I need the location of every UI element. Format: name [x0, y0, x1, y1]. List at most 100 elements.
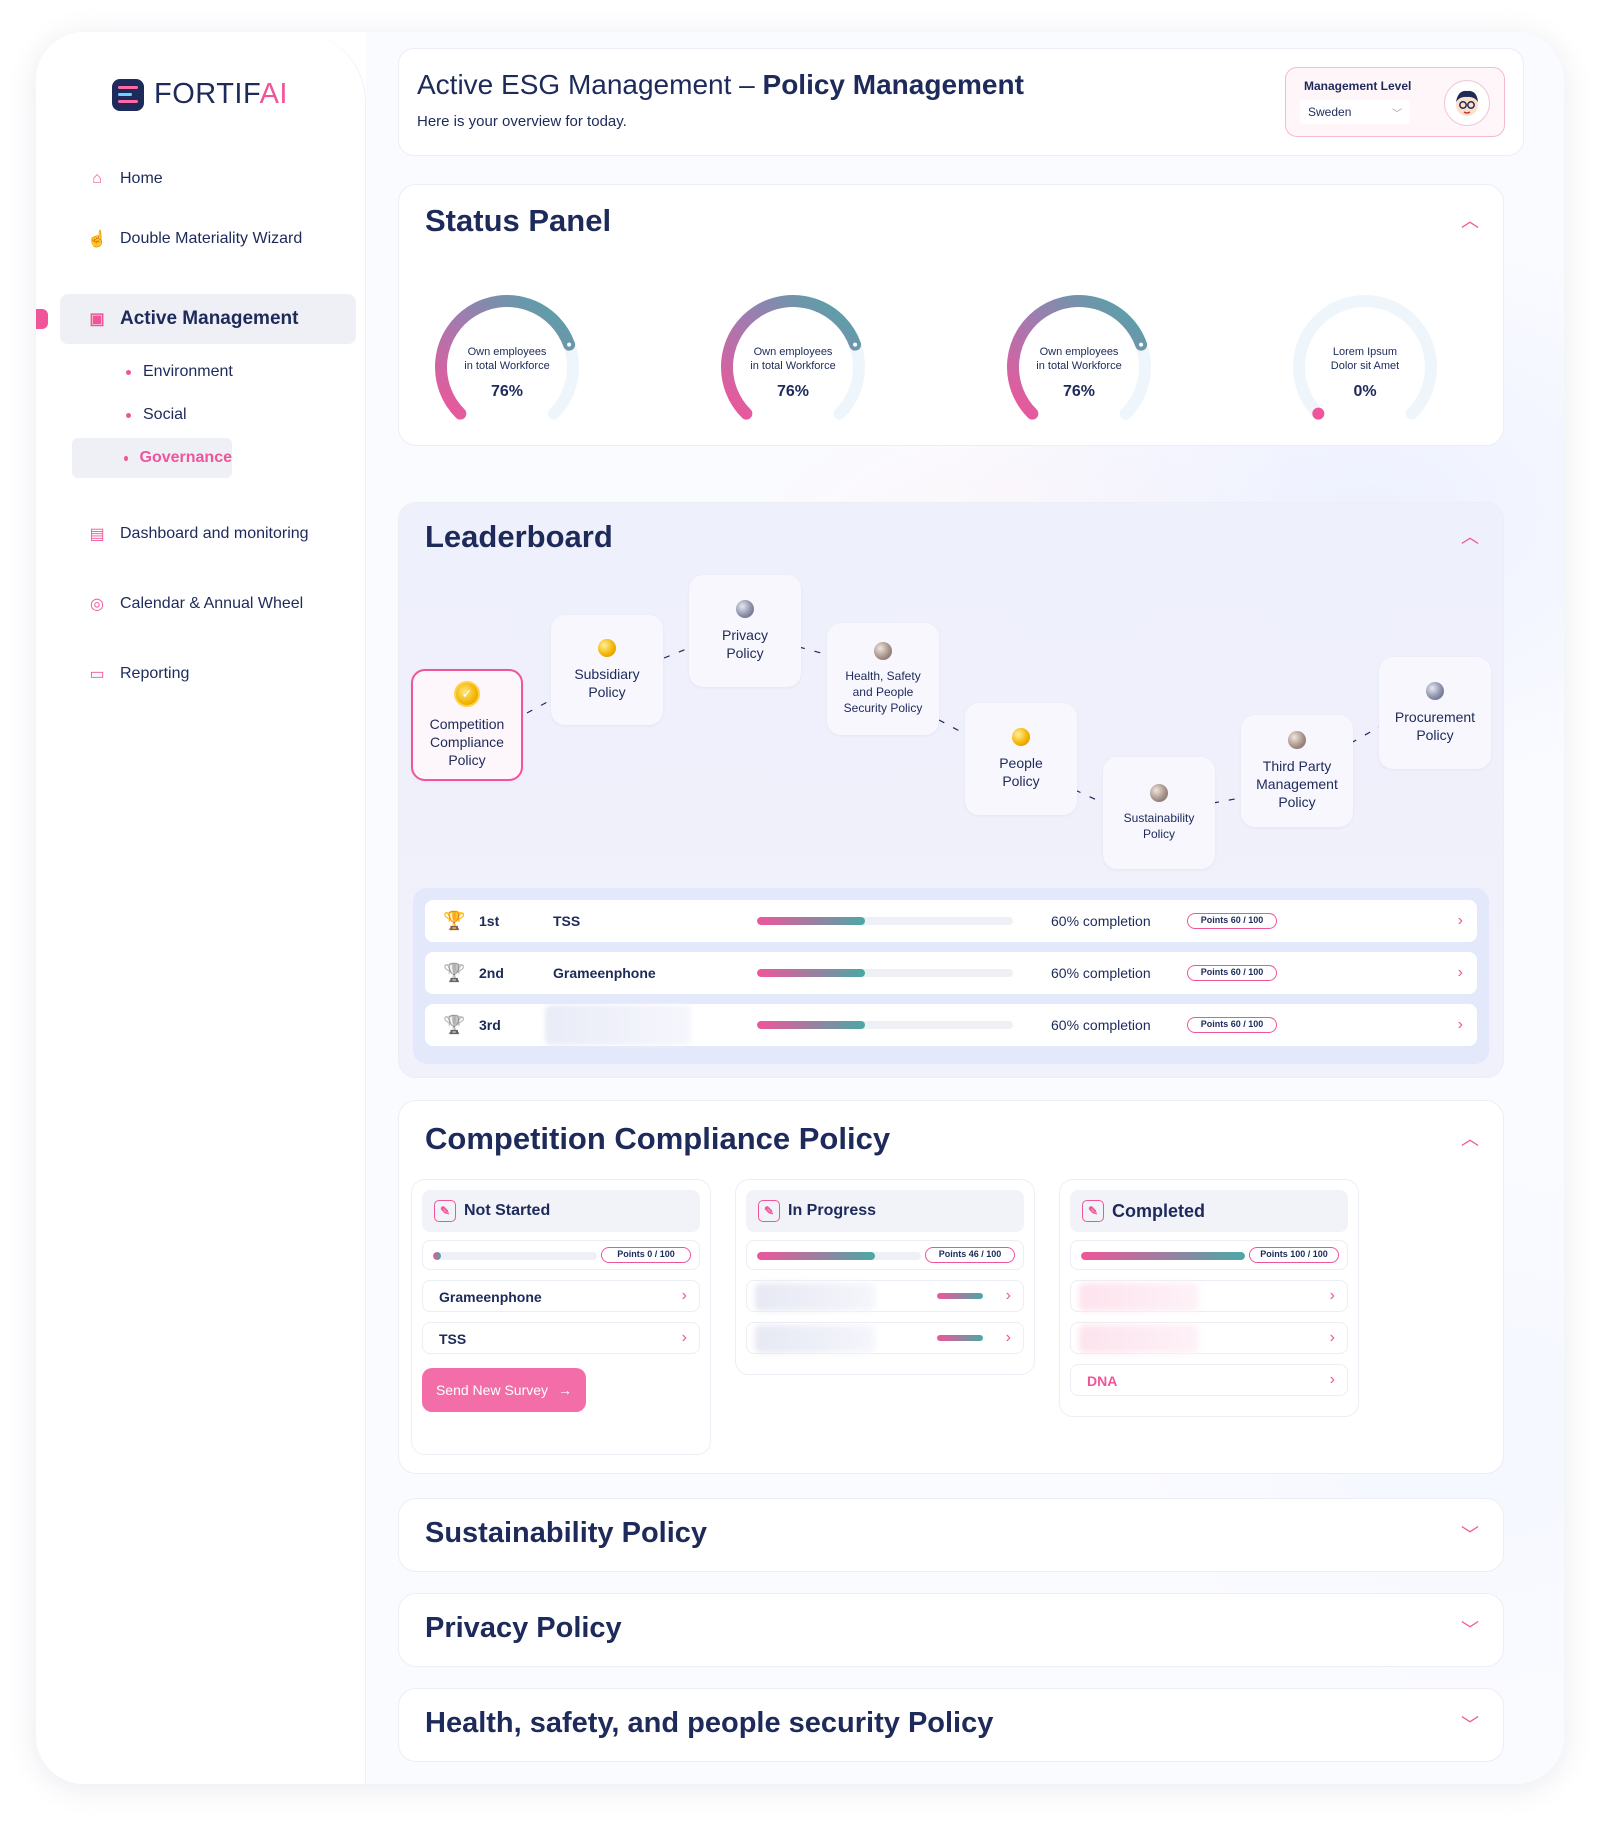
sidebar-item-double-materiality-wizard[interactable]: ☝ Double Materiality Wizard: [60, 214, 356, 264]
column-progress: Points 46 / 100: [746, 1240, 1024, 1270]
sidebar-item-label: Home: [120, 170, 163, 187]
gold-trophy-icon: 🏆: [443, 910, 466, 931]
leaderboard-node-subsidiary[interactable]: Subsidiary Policy: [551, 615, 663, 725]
chevron-down-icon[interactable]: ﹀: [1461, 1715, 1479, 1735]
edit-document-icon: ✎: [434, 1200, 456, 1222]
gauge-end-dot: [1139, 342, 1144, 347]
section-title: Privacy Policy: [425, 1612, 622, 1644]
gauge-end-dot: [853, 342, 858, 347]
bronze-ball-icon: [874, 642, 892, 660]
gold-ball-icon: [1012, 728, 1030, 746]
redacted-name: [1079, 1283, 1199, 1311]
leaderboard-row[interactable]: 🏆 3rd 60% completion Points 60 / 100 ›: [425, 1004, 1477, 1046]
list-item[interactable]: ›: [1070, 1280, 1348, 1312]
section-title: Sustainability Policy: [425, 1517, 708, 1549]
gauge: Lorem Ipsum Dolor sit Amet 0%: [1275, 277, 1455, 457]
progress-bar-fill: [1081, 1252, 1245, 1260]
gauge-ring: [721, 295, 865, 420]
gold-medal-icon: ✓: [454, 681, 480, 707]
chevron-up-icon[interactable]: ︿: [1461, 1129, 1479, 1149]
chevron-up-icon[interactable]: ︿: [1461, 527, 1479, 547]
gauge-value: 76%: [776, 383, 810, 400]
list-item[interactable]: TSS ›: [422, 1322, 700, 1354]
chevron-down-icon[interactable]: ﹀: [1461, 1525, 1479, 1545]
completion-bar: [757, 969, 1013, 977]
redacted-name: [755, 1283, 875, 1311]
column-not-started: ✎ Not Started Points 0 / 100 Grameenphon…: [411, 1179, 711, 1455]
completion-bar-fill: [757, 1021, 865, 1029]
leaderboard-node-third-party[interactable]: Third Party Management Policy: [1241, 715, 1353, 827]
column-progress: Points 100 / 100: [1070, 1240, 1348, 1270]
chevron-right-icon[interactable]: ›: [1457, 964, 1463, 981]
sidebar-item-label: Active Management: [120, 308, 299, 329]
chevron-down-icon: ﹀: [1392, 109, 1402, 120]
collapsed-section-privacy[interactable]: Privacy Policy ﹀: [398, 1593, 1504, 1667]
sidebar-item-reporting[interactable]: ▭ Reporting: [60, 649, 356, 699]
gauge-fill: [435, 295, 576, 420]
management-level-select[interactable]: Sweden ﹀: [1300, 100, 1410, 124]
leaderboard-row[interactable]: 🏆 1st TSS 60% completion Points 60 / 100…: [425, 900, 1477, 942]
column-header: ✎ Completed: [1070, 1190, 1348, 1232]
progress-bar-fill: [433, 1252, 441, 1260]
column-header: ✎ Not Started: [422, 1190, 700, 1232]
completion-bar-fill: [757, 917, 865, 925]
chevron-right-icon[interactable]: ›: [1457, 1016, 1463, 1033]
list-item[interactable]: ›: [746, 1322, 1024, 1354]
gauge: Own employees in total Workforce 76%: [703, 277, 883, 457]
hand-pointer-icon: ☝: [87, 231, 107, 248]
logo-icon: [112, 78, 144, 111]
leaderboard-node-competition-compliance[interactable]: ✓ Competition Compliance Policy: [411, 669, 523, 781]
bronze-ball-icon: [1150, 784, 1168, 802]
sidebar-item-home[interactable]: ⌂ Home: [60, 154, 356, 204]
page-subtitle: Here is your overview for today.: [417, 113, 627, 130]
sidebar-item-label: Reporting: [120, 665, 190, 682]
silver-trophy-icon: 🏆: [443, 1014, 466, 1035]
user-avatar-icon: [1456, 90, 1478, 116]
sidebar-subitem-governance[interactable]: Governance: [72, 438, 232, 478]
list-item[interactable]: ›: [1070, 1322, 1348, 1354]
chevron-right-icon: ›: [1005, 1329, 1011, 1346]
chevron-right-icon[interactable]: ›: [1457, 912, 1463, 929]
chevron-up-icon[interactable]: ︿: [1461, 211, 1479, 231]
points-badge: Points 60 / 100: [1187, 1017, 1277, 1033]
sidebar-subitem-environment[interactable]: Environment: [96, 352, 233, 392]
app-frame: FORTIFAI ⌂ Home ☝ Double Materiality Wiz…: [36, 32, 1564, 1784]
gauge-end-dot: [567, 342, 572, 347]
completion-bar-fill: [757, 969, 865, 977]
competition-compliance-policy: Competition Compliance Policy ︿ ✎ Not St…: [398, 1100, 1504, 1474]
points-badge: Points 60 / 100: [1187, 965, 1277, 981]
collapsed-section-health-safety[interactable]: Health, safety, and people security Poli…: [398, 1688, 1504, 1762]
briefcase-icon: ▣: [89, 311, 105, 328]
send-new-survey-button[interactable]: Send New Survey →: [422, 1368, 586, 1412]
chevron-right-icon: ›: [681, 1287, 687, 1304]
list-item[interactable]: Grameenphone ›: [422, 1280, 700, 1312]
sidebar-item-active-management[interactable]: ▣ Active Management: [60, 294, 356, 344]
edit-document-icon: ✎: [758, 1200, 780, 1222]
gauge-ring: [1293, 295, 1437, 420]
leaderboard-table: 🏆 1st TSS 60% completion Points 60 / 100…: [413, 888, 1489, 1064]
sidebar-item-calendar[interactable]: ◎ Calendar & Annual Wheel: [60, 579, 356, 629]
chevron-down-icon[interactable]: ﹀: [1461, 1620, 1479, 1640]
progress-bar: [433, 1252, 597, 1260]
management-level-label: Management Level: [1304, 79, 1412, 93]
leaderboard-node-sustainability[interactable]: Sustainability Policy: [1103, 757, 1215, 869]
leaderboard-node-procurement[interactable]: Procurement Policy: [1379, 657, 1491, 769]
calendar-wheel-icon: ◎: [90, 596, 104, 613]
list-item[interactable]: DNA ›: [1070, 1364, 1348, 1396]
sidebar-subitem-social[interactable]: Social: [96, 395, 187, 435]
leaderboard-node-people[interactable]: People Policy: [965, 703, 1077, 815]
leaderboard-row[interactable]: 🏆 2nd Grameenphone 60% completion Points…: [425, 952, 1477, 994]
sidebar-item-dashboard[interactable]: ▤ Dashboard and monitoring: [60, 509, 356, 559]
list-item[interactable]: ›: [746, 1280, 1024, 1312]
leaderboard-node-health-safety[interactable]: Health, Safety and People Security Polic…: [827, 623, 939, 735]
chevron-right-icon: ›: [1005, 1287, 1011, 1304]
leaderboard: Leaderboard ︿ ✓ Competition Compliance P…: [398, 502, 1504, 1078]
chevron-right-icon: ›: [1329, 1329, 1335, 1346]
leaderboard-node-privacy[interactable]: Privacy Policy: [689, 575, 801, 687]
sidebar-item-label: Calendar & Annual Wheel: [120, 595, 304, 612]
collapsed-section-sustainability[interactable]: Sustainability Policy ﹀: [398, 1498, 1504, 1572]
section-title: Health, safety, and people security Poli…: [425, 1707, 994, 1739]
redacted-name: [755, 1325, 875, 1353]
avatar[interactable]: [1444, 80, 1490, 126]
gauge-value: 76%: [1062, 383, 1096, 400]
